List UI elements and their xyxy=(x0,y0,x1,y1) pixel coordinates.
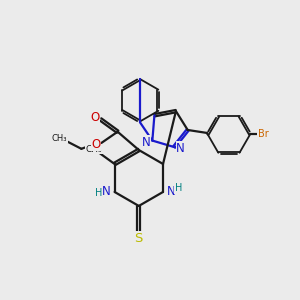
Text: CH₃: CH₃ xyxy=(86,145,102,154)
Text: N: N xyxy=(167,185,176,199)
Text: CH₃: CH₃ xyxy=(52,134,68,143)
Text: O: O xyxy=(92,138,101,151)
Text: O: O xyxy=(90,111,99,124)
Text: H: H xyxy=(95,188,102,198)
Text: N: N xyxy=(176,142,185,155)
Text: N: N xyxy=(102,185,111,199)
Text: S: S xyxy=(135,232,143,245)
Text: Br: Br xyxy=(258,129,268,140)
Text: N: N xyxy=(142,136,150,148)
Text: H: H xyxy=(175,183,182,194)
